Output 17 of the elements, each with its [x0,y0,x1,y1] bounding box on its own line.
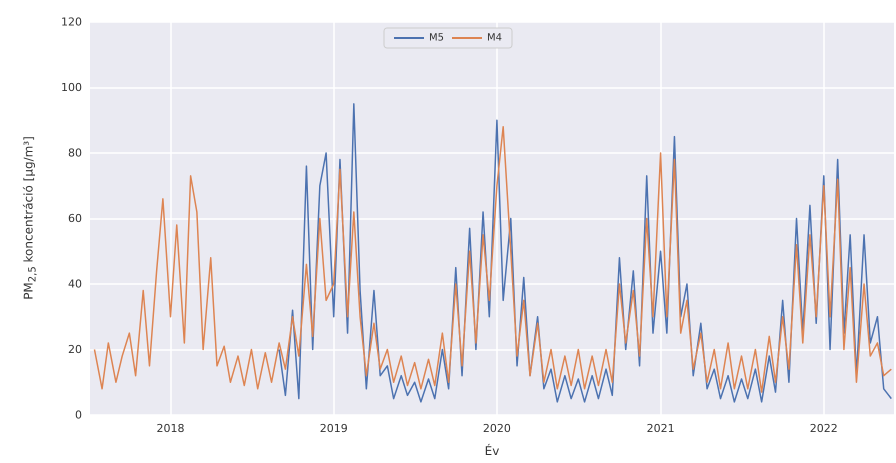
y-tick-label: 100 [61,81,82,94]
y-tick-label: 80 [68,146,82,160]
y-tick-label: 60 [68,212,82,225]
y-tick-label: 40 [68,278,82,290]
x-tick-label: 2021 [646,422,675,435]
line-series [278,103,892,403]
legend-label: M4 [487,32,502,44]
x-tick-label: 2019 [320,422,348,435]
x-axis-title: Év [484,443,500,458]
x-tick-label: 2018 [156,422,184,435]
line-series [94,126,892,393]
y-tick-label: 0 [75,408,82,422]
legend-label: M5 [429,32,444,44]
x-tick-label: 2022 [810,422,838,435]
y-tick-label: 120 [61,16,82,28]
y-tick-label: 20 [68,343,82,356]
x-tick-label: 2020 [482,422,511,435]
